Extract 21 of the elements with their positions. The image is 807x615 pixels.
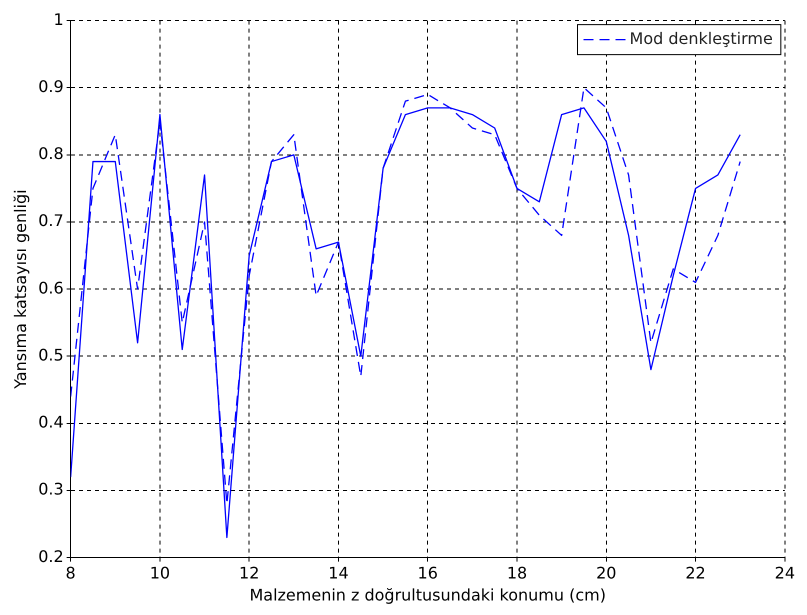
y-tick-label: 0.9: [38, 76, 64, 96]
x-tick-label: 20: [596, 563, 616, 582]
x-tick-label: 10: [150, 563, 170, 582]
x-tick-label: 22: [685, 563, 706, 582]
y-tick-label: 0.5: [38, 345, 64, 364]
x-tick-label: 24: [774, 563, 795, 582]
x-tick-label: 12: [239, 563, 260, 582]
x-tick-label: 14: [328, 563, 349, 582]
y-tick-label: 0.2: [38, 546, 64, 566]
legend-label: Mod denkleştirme: [630, 28, 773, 48]
x-tick-label: 18: [506, 563, 528, 582]
y-tick-label: 0.6: [38, 278, 64, 298]
x-axis-title: Malzemenin z doğrultusundaki konumu (cm): [249, 586, 606, 605]
y-tick-label: 0.3: [38, 480, 64, 499]
y-axis-title: Yansıma katsayısı genliği: [10, 189, 30, 390]
y-tick-label: 0.8: [38, 144, 64, 164]
x-tick-label: 8: [66, 563, 76, 582]
y-tick-label: 0.7: [38, 211, 64, 230]
y-tick-label: 1: [53, 10, 64, 29]
x-tick-label: 16: [418, 563, 438, 582]
y-tick-label: 0.4: [38, 412, 64, 432]
